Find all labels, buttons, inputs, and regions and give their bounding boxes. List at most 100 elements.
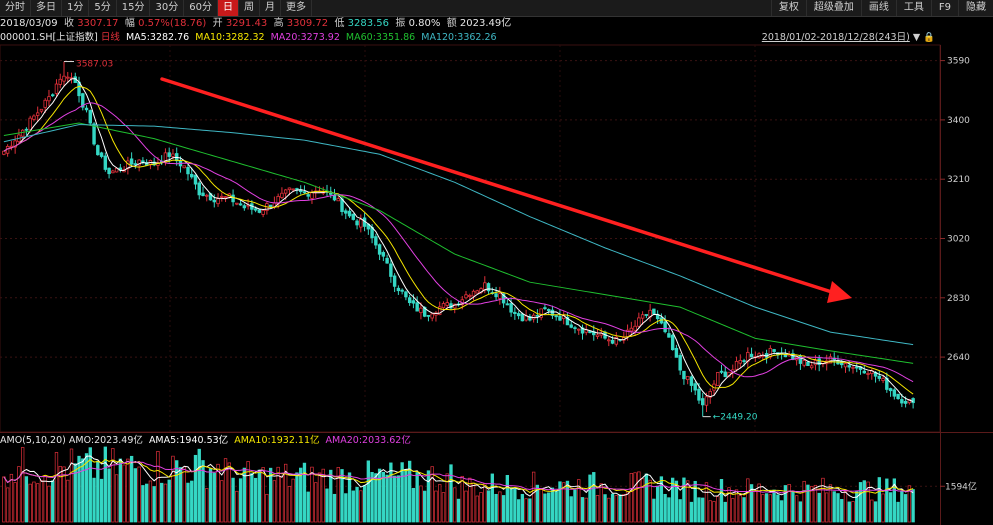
volume-bar: [682, 477, 686, 523]
volume-bar: [892, 478, 897, 523]
price-tick-label-3: 3020: [947, 235, 970, 245]
volume-bar: [238, 478, 243, 523]
volume-bar: [205, 488, 209, 523]
volume-bar: [659, 476, 664, 523]
candle-body: [464, 294, 468, 299]
volume-bar: [881, 493, 885, 523]
volume-bar: [223, 458, 228, 523]
dropdown-triangle-icon[interactable]: ▼: [912, 32, 921, 43]
volume-bar: [54, 452, 59, 523]
candle-body: [430, 313, 434, 319]
volume-bar: [178, 467, 183, 523]
volume-bar: [712, 501, 716, 523]
period-button-7[interactable]: 日: [217, 0, 239, 16]
candle-body: [798, 355, 803, 364]
volume-bar: [449, 464, 453, 523]
period-button-6[interactable]: 60分: [184, 0, 218, 16]
tool-button-1[interactable]: 超级叠加: [805, 0, 861, 16]
volume-bar: [355, 486, 359, 523]
volume-bar: [344, 493, 348, 523]
volume-bar: [547, 492, 551, 523]
volume-bar: [389, 462, 393, 523]
volume-bar: [20, 447, 25, 523]
volume-bar: [907, 485, 912, 523]
volume-bar: [261, 467, 265, 523]
candle-body: [667, 333, 671, 338]
volume-bar: [539, 489, 543, 523]
date-range-text: 2018/01/02-2018/12/28(243日): [761, 32, 910, 43]
volume-bar: [175, 460, 179, 523]
volume-bar: [231, 477, 235, 523]
volume-bar: [329, 469, 333, 523]
period-button-0[interactable]: 分时: [0, 0, 31, 16]
candle-body: [855, 366, 859, 369]
tool-button-0[interactable]: 复权: [770, 0, 806, 16]
volume-bar: [453, 487, 457, 523]
candle-body: [445, 302, 449, 306]
candle-body: [422, 306, 427, 317]
candle-body: [43, 99, 47, 108]
period-button-10[interactable]: 更多: [281, 0, 312, 16]
volume-bar: [686, 480, 690, 523]
volume-bar: [509, 487, 513, 523]
tool-button-4[interactable]: F9: [930, 0, 958, 16]
period-button-3[interactable]: 5分: [89, 0, 117, 16]
candle-body: [54, 83, 59, 94]
period-button-4[interactable]: 15分: [117, 0, 151, 16]
candle-body: [862, 370, 866, 374]
period-button-5[interactable]: 30分: [150, 0, 185, 16]
volume-bar: [47, 485, 51, 523]
candle-body: [257, 209, 262, 213]
candle-body: [828, 356, 833, 364]
period-button-1[interactable]: 多日: [31, 0, 62, 16]
ma10-legend: MA10:3282.32: [195, 32, 265, 43]
lock-icon[interactable]: 🔒: [923, 32, 935, 43]
volume-bar: [689, 501, 694, 523]
period-button-2[interactable]: 1分: [62, 0, 90, 16]
volume-bar: [430, 466, 434, 523]
tool-button-5[interactable]: 隐藏: [958, 0, 993, 16]
candle-body: [573, 327, 577, 330]
candle-body: [24, 128, 29, 131]
candle-body: [595, 334, 600, 337]
volume-bar: [498, 491, 502, 523]
tool-button-3[interactable]: 工具: [895, 0, 931, 16]
candle-body: [550, 309, 555, 316]
volume-bar: [900, 491, 904, 523]
candle-body: [201, 192, 205, 197]
candle-body: [704, 396, 709, 406]
candle-body: [374, 236, 378, 246]
volume-bar: [885, 478, 889, 523]
volume-bar: [629, 473, 633, 523]
volume-bar: [716, 496, 720, 523]
volume-bar: [840, 499, 844, 523]
period-button-8[interactable]: 周: [239, 0, 260, 16]
volume-bar: [137, 466, 141, 523]
volume-bar: [193, 454, 198, 523]
candle-body: [437, 306, 442, 315]
ama20-legend: AMA20:2033.62亿: [325, 435, 411, 446]
volume-bar: [674, 480, 679, 523]
volume-bar: [423, 490, 427, 523]
candle-body: [351, 213, 356, 220]
date-range[interactable]: 2018/01/02-2018/12/28(243日) ▼ 🔒: [762, 31, 935, 44]
volume-bar: [851, 501, 855, 523]
candle-body: [212, 199, 216, 203]
volume-bar: [302, 462, 307, 523]
candle-body: [546, 309, 551, 312]
volume-bar: [77, 455, 81, 523]
amplitude-label: 振: [395, 18, 406, 29]
candle-body: [32, 115, 36, 120]
price-tick-label-0: 3590: [947, 57, 970, 67]
candle-body: [723, 371, 727, 378]
candle-body: [377, 244, 382, 255]
tool-button-2[interactable]: 画线: [860, 0, 896, 16]
volume-bar: [877, 477, 881, 523]
volume-bar: [810, 486, 814, 523]
candle-body: [359, 218, 363, 228]
volume-bar: [24, 476, 29, 523]
volume-bar: [144, 483, 149, 523]
period-button-9[interactable]: 月: [260, 0, 281, 16]
candle-body: [9, 145, 14, 148]
